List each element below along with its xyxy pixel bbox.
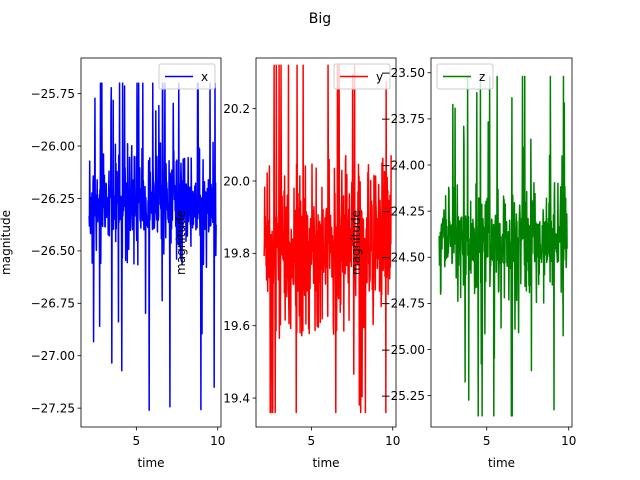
figure-title: Big bbox=[309, 11, 331, 27]
y-axis-label: magnitude bbox=[174, 210, 188, 275]
x-tick-label: 10 bbox=[210, 434, 225, 448]
y-tick-label: 19.8 bbox=[223, 247, 250, 261]
legend-label-z: z bbox=[479, 70, 485, 84]
subplots: 5 10 −27.25 −27.00 −26.75 −26.50 −26.25 −26.00 −… bbox=[0, 57, 576, 470]
x-tick-label: 5 bbox=[483, 434, 491, 448]
y-tick-label: −24.00 bbox=[381, 158, 425, 172]
x-axis-label: time bbox=[137, 456, 164, 470]
y-tick-label: −24.50 bbox=[381, 251, 425, 265]
y-tick-label: 19.4 bbox=[223, 391, 250, 405]
series-line-y bbox=[263, 64, 392, 414]
y-tick-label: −25.25 bbox=[381, 389, 425, 403]
x-tick-label: 5 bbox=[308, 434, 316, 448]
x-axis-label: time bbox=[488, 456, 515, 470]
legend-label-y: y bbox=[376, 70, 383, 84]
subplot-1: 5 10 −27.25 −27.00 −26.75 −26.50 −26.25 −26.00 −… bbox=[0, 57, 225, 470]
series-line-z bbox=[438, 75, 568, 417]
y-tick-label: −26.25 bbox=[31, 192, 75, 206]
y-tick-label: −27.25 bbox=[31, 401, 75, 415]
y-tick-label: −26.75 bbox=[31, 297, 75, 311]
y-tick-label: −26.00 bbox=[31, 139, 75, 153]
y-tick-label: 20.2 bbox=[223, 102, 250, 116]
y-tick-label: −24.75 bbox=[381, 297, 425, 311]
x-tick-label: 10 bbox=[385, 434, 400, 448]
y-axis-label: magnitude bbox=[349, 210, 363, 275]
axes-frame bbox=[255, 57, 397, 428]
subplot-2: 5 10 19.4 19.6 19.8 20.0 20.2 time magnitude y bbox=[174, 57, 400, 470]
axes-frame bbox=[80, 57, 222, 428]
y-tick-label: −27.00 bbox=[31, 349, 75, 363]
legend: x bbox=[158, 63, 216, 90]
y-tick-label: 19.6 bbox=[223, 319, 250, 333]
subplot-3: 5 10 −25.25 −25.00 −24.75 −24.50 −24.25 −24.00 −… bbox=[349, 57, 576, 470]
x-axis-label: time bbox=[312, 456, 339, 470]
x-tick-label: 5 bbox=[133, 434, 141, 448]
x-tick-label: 10 bbox=[561, 434, 576, 448]
legend: y bbox=[333, 63, 391, 90]
y-tick-label: −25.75 bbox=[31, 87, 75, 101]
series-line-x bbox=[88, 82, 217, 411]
y-tick-label: −23.75 bbox=[381, 112, 425, 126]
legend-label-x: x bbox=[201, 70, 208, 84]
y-tick-label: 20.0 bbox=[223, 174, 250, 188]
y-tick-label: −25.00 bbox=[381, 343, 425, 357]
axes-frame bbox=[430, 57, 573, 428]
y-tick-label: −24.25 bbox=[381, 204, 425, 218]
legend: z bbox=[436, 63, 494, 90]
y-tick-label: −26.50 bbox=[31, 244, 75, 258]
y-axis-label: magnitude bbox=[0, 210, 13, 275]
y-tick-label: −23.50 bbox=[381, 66, 425, 80]
